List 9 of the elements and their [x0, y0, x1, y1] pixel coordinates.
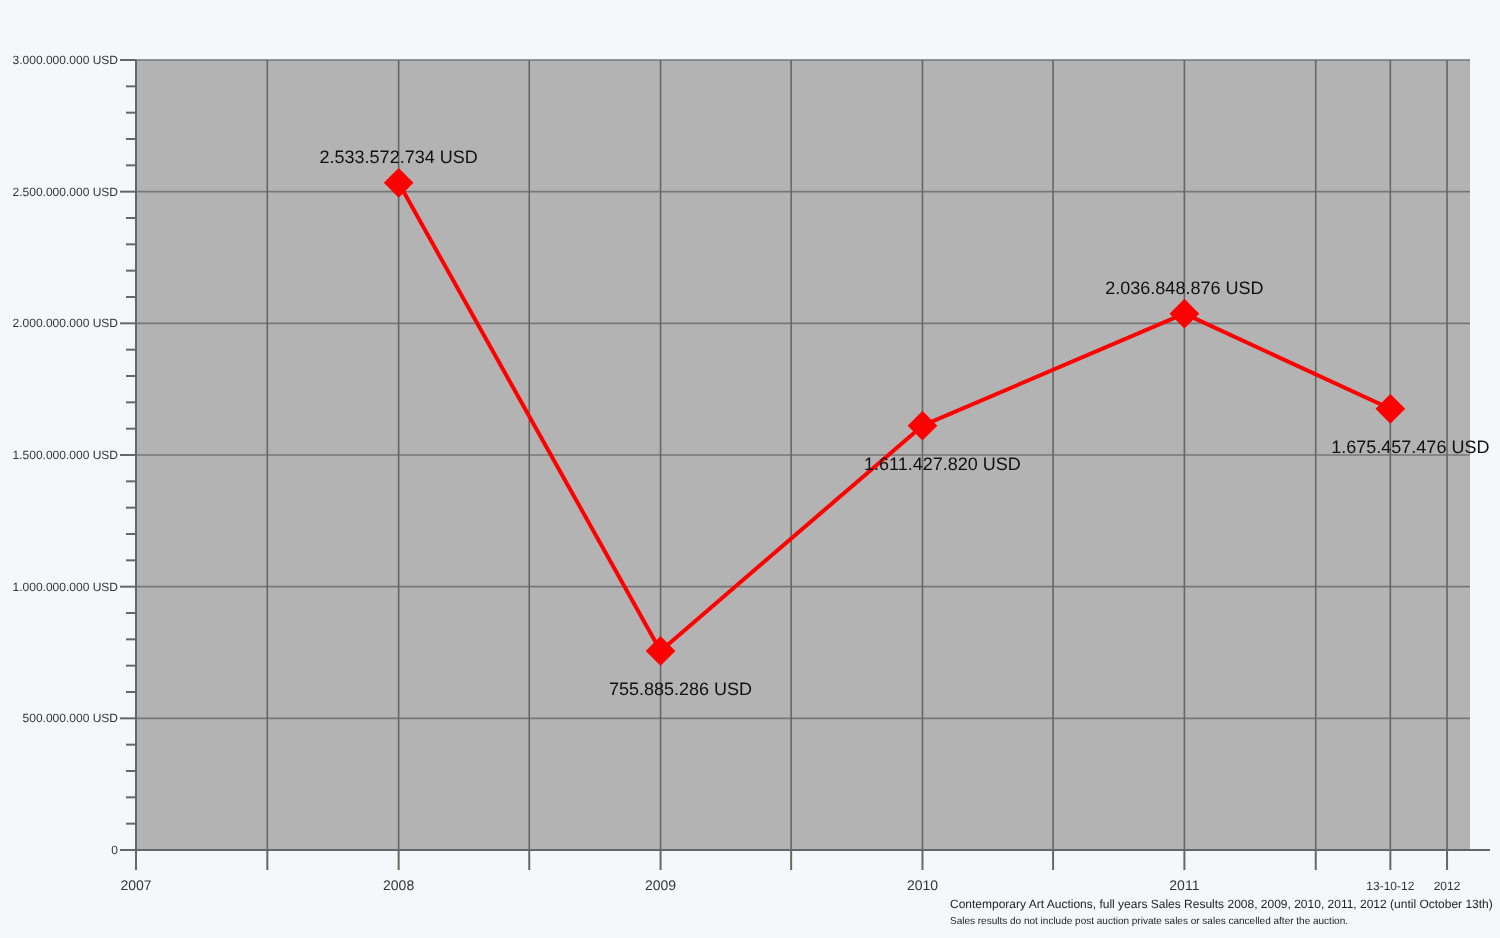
point: [383, 167, 414, 198]
data-label: 1.675.457.476 USD: [1331, 436, 1491, 457]
data-label: 2.036.848.876 USD: [1105, 277, 1265, 298]
point: [645, 636, 676, 666]
point: [907, 410, 938, 441]
data-label: 2.533.572.734 USD: [319, 146, 479, 167]
point: [1169, 298, 1200, 329]
data-label: 755.885.286 USD: [609, 678, 754, 699]
point: [1375, 393, 1406, 424]
